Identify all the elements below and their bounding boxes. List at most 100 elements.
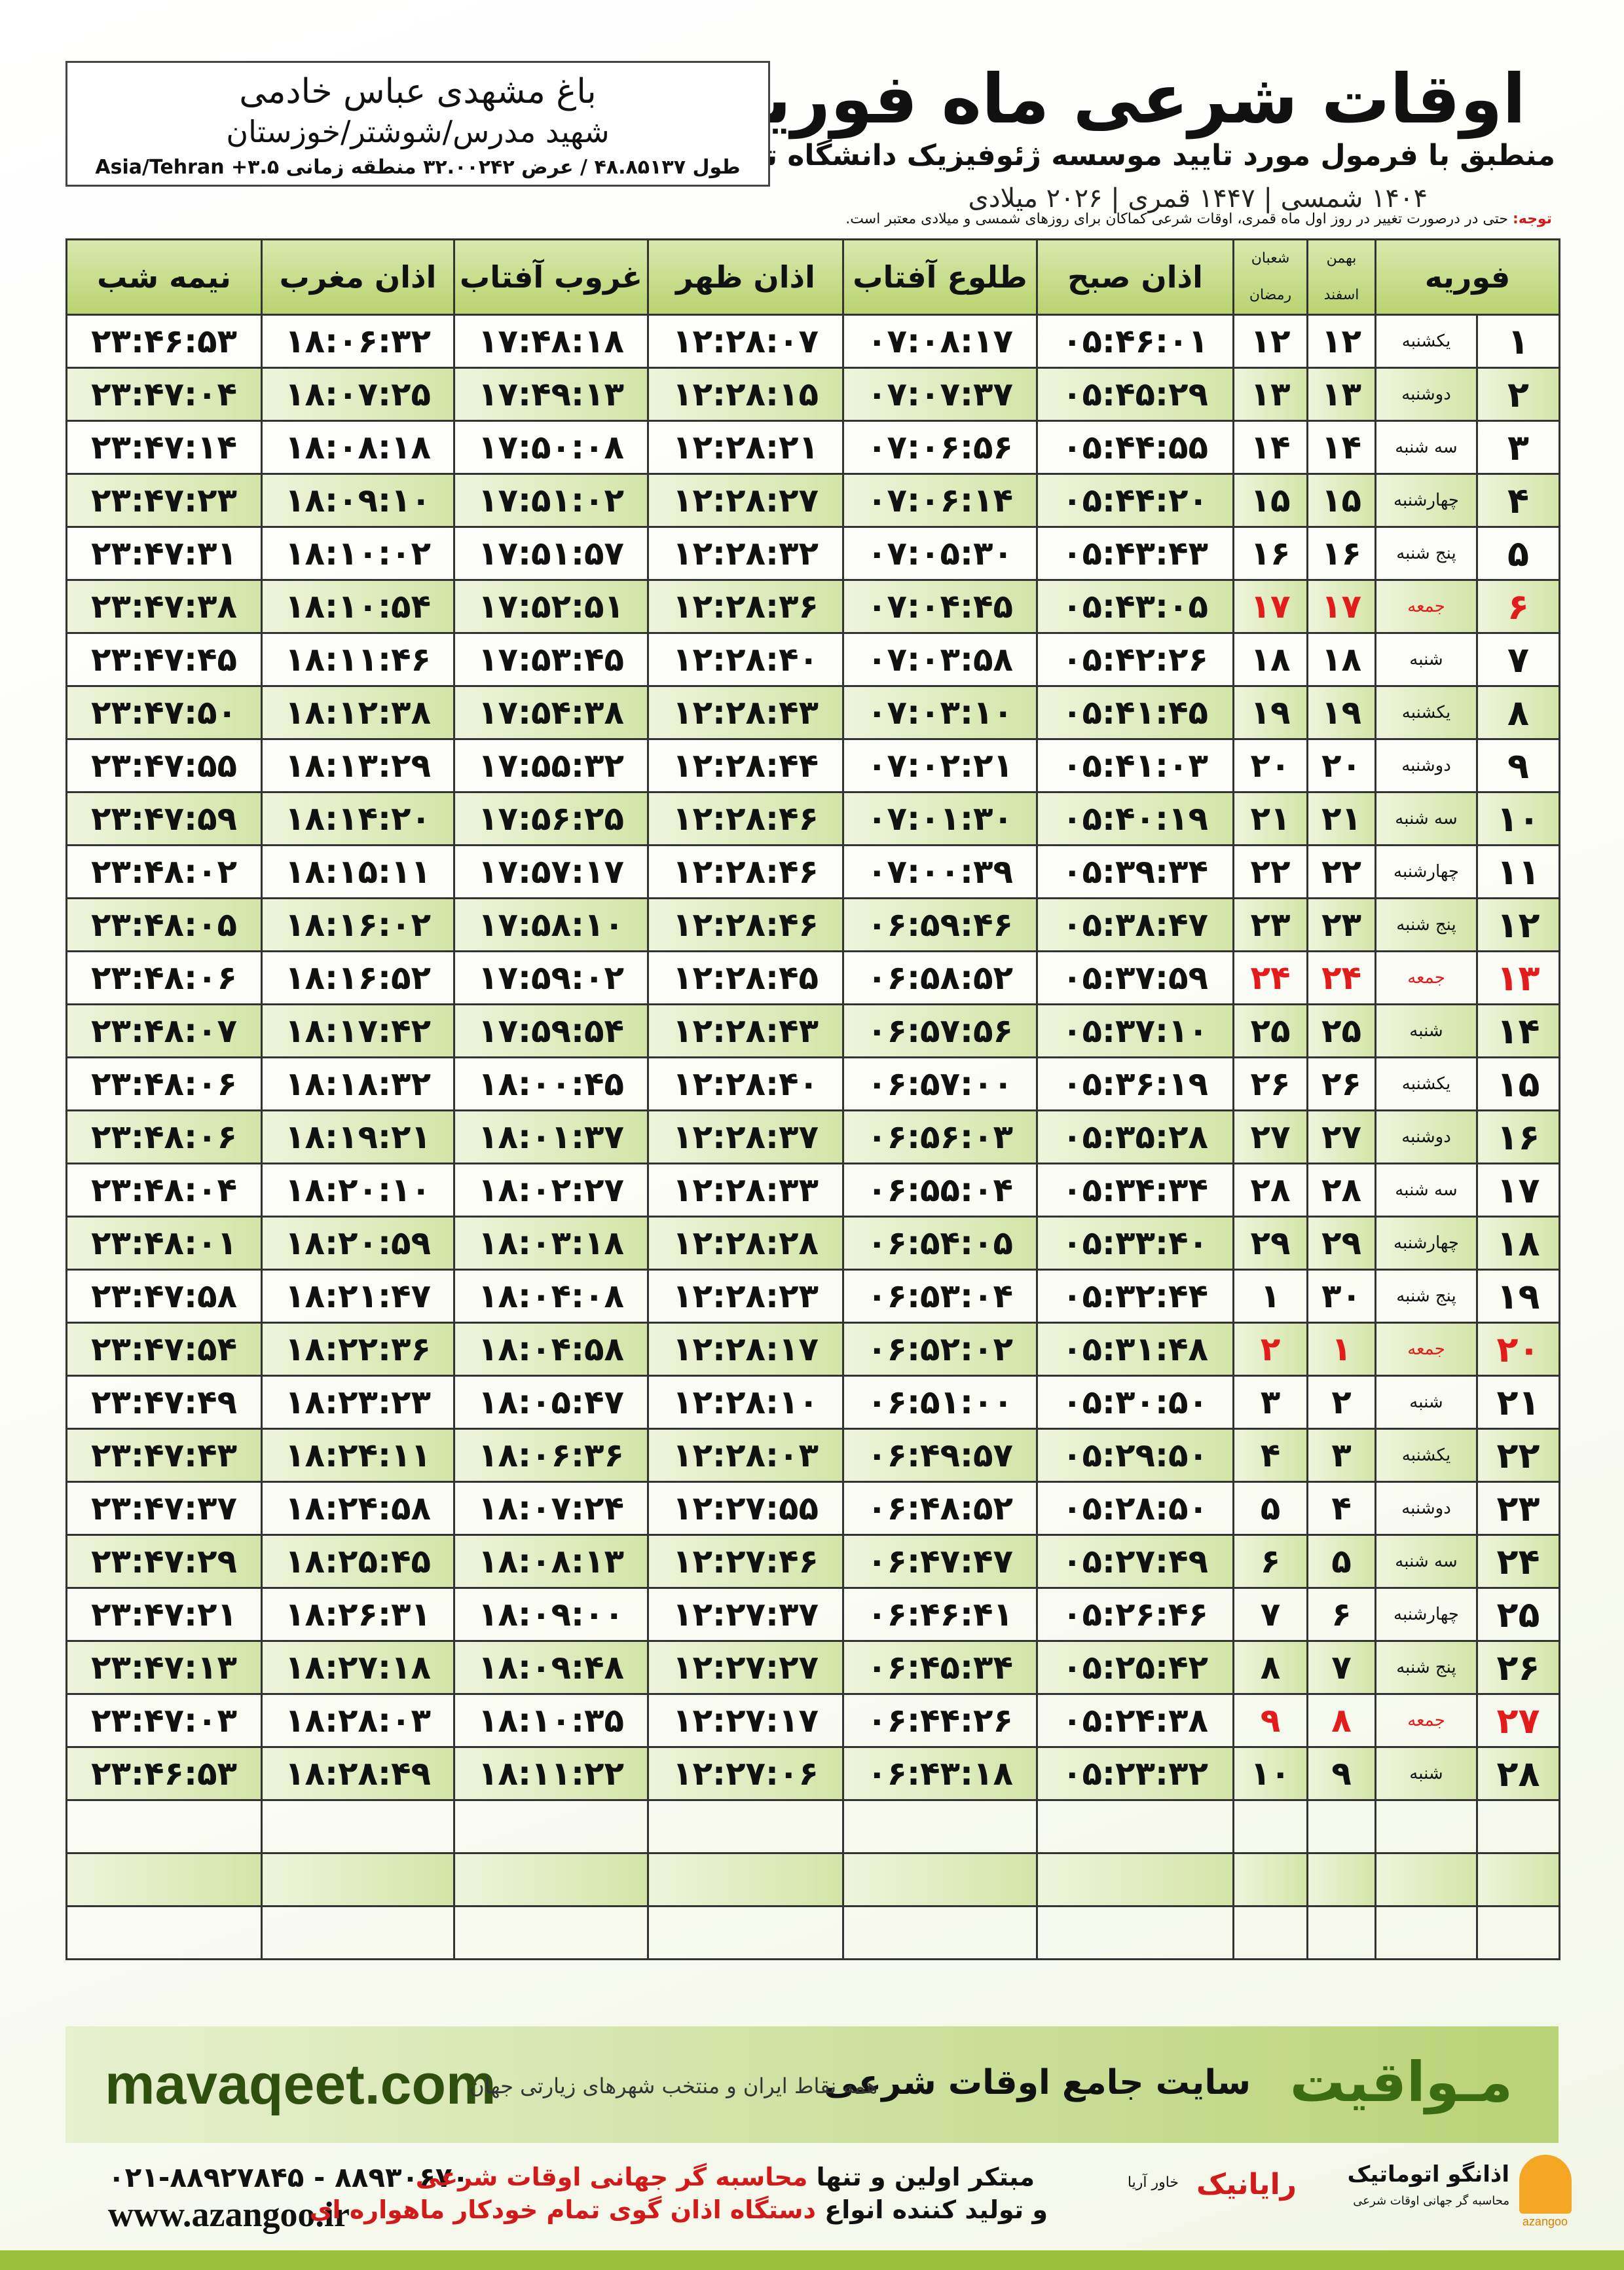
location-region: شهید مدرس/شوشتر/خوزستان	[226, 114, 610, 149]
time: ۱۷:۵۱:۵۷	[453, 526, 649, 581]
time: ۱۲:۲۸:۳۶	[647, 579, 844, 634]
solar-day: ۲۴	[1306, 950, 1376, 1005]
day: ۲۴	[1476, 1534, 1560, 1589]
time: ۱۸:۲۸:۰۳	[261, 1693, 455, 1748]
solar-day: ۳۰	[1306, 1269, 1376, 1324]
time: ۱۷:۵۰:۰۸	[453, 420, 649, 475]
time: ۰۵:۳۲:۴۴	[1036, 1269, 1234, 1324]
header-cell: شعبان رمضان	[1232, 238, 1308, 316]
time: ۱۸:۰۹:۱۰	[261, 473, 455, 528]
time: ۲۳:۴۸:۰۶	[65, 1056, 263, 1111]
header-text: رمضان	[1249, 287, 1292, 303]
time: ۰۷:۰۸:۱۷	[842, 314, 1038, 369]
header-cell: غروب آفتاب	[453, 238, 649, 316]
time: ۰۵:۳۹:۳۴	[1036, 844, 1234, 899]
lunar-day: ۱۹	[1232, 685, 1308, 740]
time: ۱۲:۲۸:۴۶	[647, 844, 844, 899]
header-cell: اذان مغرب	[261, 238, 455, 316]
lunar-day: ۱۵	[1232, 473, 1308, 528]
empty-cell	[65, 1905, 263, 1960]
time: ۰۵:۳۸:۴۷	[1036, 897, 1234, 952]
row: ۲۰ جمعه ۱ ۲ ۰۵:۳۱:۴۸ ۰۶:۵۲:۰۲ ۱۲:۲۸:۱۷ ۱۸:۰۴:۵۸…	[65, 1322, 1560, 1377]
solar-day: ۴	[1306, 1481, 1376, 1536]
time: ۰۵:۳۷:۱۰	[1036, 1003, 1234, 1058]
time: ۱۸:۲۷:۱۸	[261, 1640, 455, 1695]
lunar-day: ۲۵	[1232, 1003, 1308, 1058]
time: ۱۲:۲۸:۴۴	[647, 738, 844, 793]
row: ۱۳ جمعه ۲۴ ۲۴ ۰۵:۳۷:۵۹ ۰۶:۵۸:۵۲ ۱۲:۲۸:۴۵ ۱۷:۵۹:…	[65, 950, 1560, 1005]
title: اوقات شرعی ماه فوریه	[724, 59, 1526, 139]
time: ۱۸:۰۸:۱۳	[453, 1534, 649, 1589]
time: ۱۲:۲۸:۴۳	[647, 685, 844, 740]
time: ۱۸:۱۳:۲۹	[261, 738, 455, 793]
time: ۰۶:۴۹:۵۷	[842, 1428, 1038, 1483]
day: ۱۲	[1476, 897, 1560, 952]
empty-cell	[1375, 1799, 1478, 1854]
site-url[interactable]: mavaqeet.com	[105, 2053, 496, 2116]
web[interactable]: www.azangoo.ir	[108, 2195, 350, 2234]
empty-cell	[453, 1905, 649, 1960]
time: ۱۸:۲۴:۱۱	[261, 1428, 455, 1483]
time: ۲۳:۴۷:۳۱	[65, 526, 263, 581]
time: ۰۵:۳۶:۱۹	[1036, 1056, 1234, 1111]
row: ۱۲ پنج شنبه ۲۳ ۲۳ ۰۵:۳۸:۴۷ ۰۶:۵۹:۴۶ ۱۲:۲۸:۴۶ ۱۷…	[65, 897, 1560, 952]
location-box: باغ مشهدی عباس خادمی شهید مدرس/شوشتر/خوز…	[65, 61, 770, 187]
time: ۱۲:۲۸:۳۲	[647, 526, 844, 581]
time: ۲۳:۴۷:۱۳	[65, 1640, 263, 1695]
time: ۱۸:۰۹:۰۰	[453, 1587, 649, 1642]
time: ۰۶:۴۵:۳۴	[842, 1640, 1038, 1695]
row: ۲۸ شنبه ۹ ۱۰ ۰۵:۲۳:۳۲ ۰۶:۴۳:۱۸ ۱۲:۲۷:۰۶ ۱۸:۱۱:۲…	[65, 1746, 1560, 1801]
row: ۲۳ دوشنبه ۴ ۵ ۰۵:۲۸:۵۰ ۰۶:۴۸:۵۲ ۱۲:۲۷:۵۵ ۱۸:۰۷:…	[65, 1481, 1560, 1536]
time: ۱۸:۰۰:۴۵	[453, 1056, 649, 1111]
time: ۲۳:۴۸:۰۱	[65, 1216, 263, 1271]
time: ۲۳:۴۸:۰۵	[65, 897, 263, 952]
weekday: سه شنبه	[1375, 1534, 1478, 1589]
time: ۰۶:۵۷:۵۶	[842, 1003, 1038, 1058]
promo-text: محاسبه گر جهانی اوقات شرعی	[415, 2163, 808, 2191]
day: ۷	[1476, 632, 1560, 687]
time: ۱۸:۱۰:۵۴	[261, 579, 455, 634]
time: ۲۳:۴۸:۰۴	[65, 1163, 263, 1218]
day: ۲۸	[1476, 1746, 1560, 1801]
weekday: یکشنبه	[1375, 685, 1478, 740]
weekday: پنج شنبه	[1375, 897, 1478, 952]
time: ۰۶:۵۹:۴۶	[842, 897, 1038, 952]
time: ۱۷:۵۱:۰۲	[453, 473, 649, 528]
time: ۱۸:۱۸:۳۲	[261, 1056, 455, 1111]
weekday: چهارشنبه	[1375, 1587, 1478, 1642]
time: ۱۸:۲۵:۴۵	[261, 1534, 455, 1589]
tagline-sub: همه نقاط ایران و منتخب شهرهای زیارتی جها…	[469, 2074, 877, 2098]
subtitle: منطبق با فرمول مورد تایید موسسه ژئوفیزیک…	[695, 139, 1555, 172]
lunar-day: ۸	[1232, 1640, 1308, 1695]
time: ۱۸:۱۵:۱۱	[261, 844, 455, 899]
header-text: اسفند	[1323, 287, 1359, 303]
time: ۱۲:۲۸:۴۳	[647, 1003, 844, 1058]
weekday: دوشنبه	[1375, 1109, 1478, 1164]
empty-cell	[1232, 1905, 1308, 1960]
time: ۰۵:۴۵:۲۹	[1036, 367, 1234, 422]
solar-day: ۲۷	[1306, 1109, 1376, 1164]
lunar-day: ۱۶	[1232, 526, 1308, 581]
empty-cell	[647, 1905, 844, 1960]
lunar-day: ۴	[1232, 1428, 1308, 1483]
timetable: فوریه بهمن اسفند شعبان رمضان اذان صبح طلوع …	[65, 238, 1560, 1960]
row: ۱۴ شنبه ۲۵ ۲۵ ۰۵:۳۷:۱۰ ۰۶:۵۷:۵۶ ۱۲:۲۸:۴۳ ۱۷:۵۹:…	[65, 1003, 1560, 1058]
empty-cell	[65, 1852, 263, 1907]
location-name: باغ مشهدی عباس خادمی	[239, 72, 597, 111]
lunar-day: ۱	[1232, 1269, 1308, 1324]
solar-day: ۵	[1306, 1534, 1376, 1589]
day: ۲۳	[1476, 1481, 1560, 1536]
time: ۱۸:۰۵:۴۷	[453, 1375, 649, 1430]
time: ۱۲:۲۸:۱۵	[647, 367, 844, 422]
time: ۲۳:۴۷:۳۸	[65, 579, 263, 634]
time: ۰۵:۴۱:۴۵	[1036, 685, 1234, 740]
weekday: جمعه	[1375, 1693, 1478, 1748]
header-row: فوریه بهمن اسفند شعبان رمضان اذان صبح طلوع …	[65, 238, 1560, 316]
empty-row	[65, 1905, 1560, 1960]
time: ۲۳:۴۷:۵۸	[65, 1269, 263, 1324]
time: ۱۸:۰۶:۳۲	[261, 314, 455, 369]
brand: مـواقیت	[1289, 2050, 1513, 2114]
header-cell: بهمن اسفند	[1306, 238, 1376, 316]
empty-cell	[842, 1905, 1038, 1960]
empty-cell	[453, 1799, 649, 1854]
